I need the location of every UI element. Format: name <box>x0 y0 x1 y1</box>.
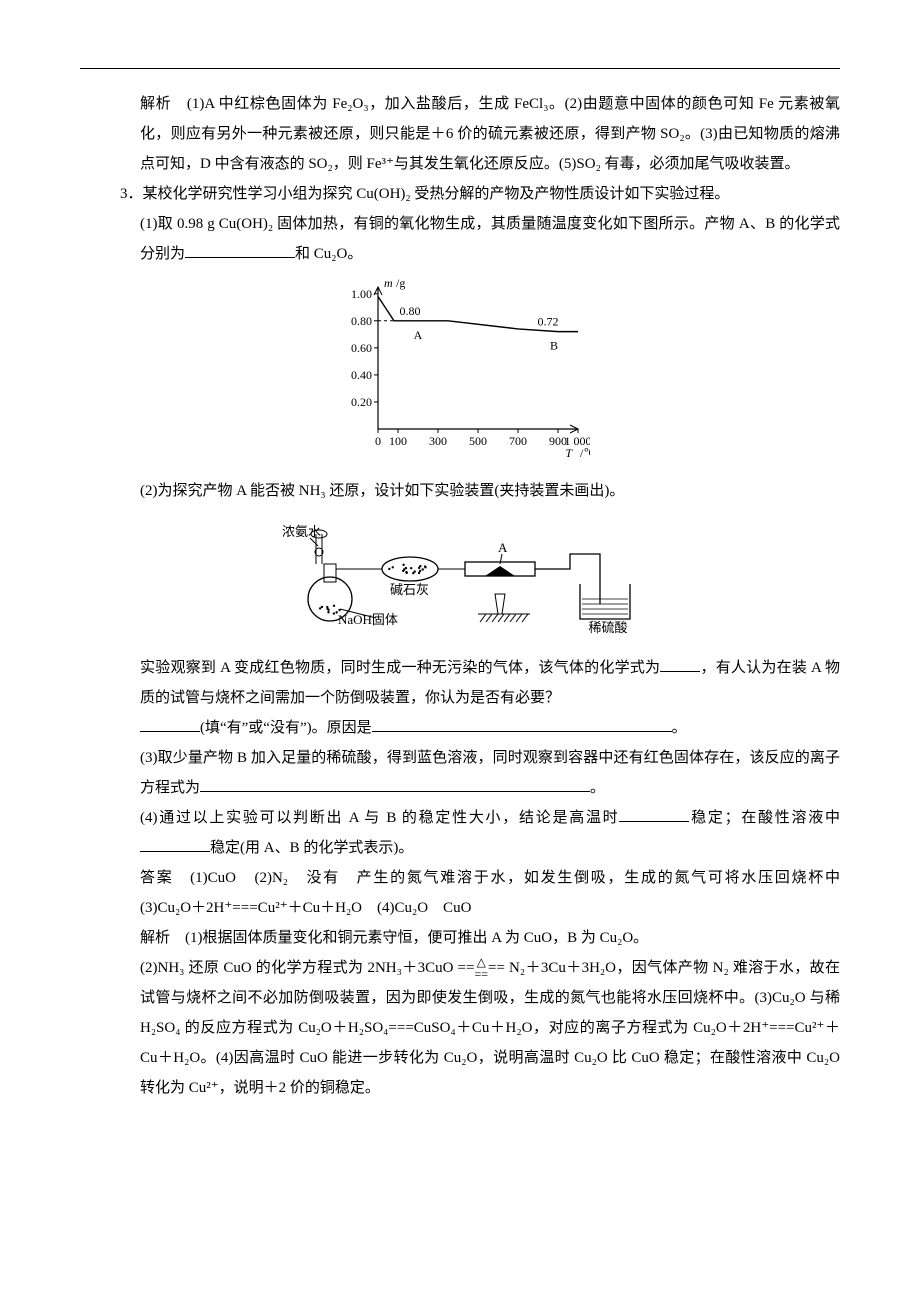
q3-p1: (1)取 0.98 g Cu(OH)₂ 固体加热，有铜的氧化物生成，其质量随温度… <box>140 209 840 269</box>
blank-7 <box>140 836 210 852</box>
reaction-condition: △== <box>474 956 488 980</box>
svg-text:A: A <box>498 540 508 555</box>
svg-text:300: 300 <box>429 434 447 448</box>
q3-p4: (4)通过以上实验可以判断出 A 与 B 的稳定性大小，结论是高温时 稳定；在酸性… <box>140 803 840 863</box>
answer3-text: (1)CuO (2)N₂ 没有 产生的氮气难溶于水，如发生倒吸，生成的氮气可将水… <box>140 870 855 916</box>
svg-text:0.80: 0.80 <box>400 303 421 317</box>
svg-text:稀硫酸: 稀硫酸 <box>588 620 627 634</box>
svg-text:B: B <box>550 338 558 352</box>
blank-6 <box>619 806 689 822</box>
svg-text:0: 0 <box>375 434 381 448</box>
q3-stem: 某校化学研究性学习小组为探究 Cu(OH)₂ 受热分解的产物及产物性质设计如下实… <box>143 186 730 202</box>
svg-text:碱石灰: 碱石灰 <box>390 582 429 597</box>
svg-text:NaOH固体: NaOH固体 <box>338 612 398 627</box>
blank-3 <box>140 716 200 732</box>
q3-p2-intro: (2)为探究产物 A 能否被 NH₃ 还原，设计如下实验装置(夹持装置未画出)。 <box>140 476 840 506</box>
explain-label: 解析 <box>140 95 171 112</box>
answer-label: 答案 <box>140 869 173 886</box>
mass-temp-chart: 0.200.400.600.801.0001003005007009001 00… <box>80 277 840 468</box>
blank-5 <box>200 776 590 792</box>
svg-text:浓氨水: 浓氨水 <box>282 524 321 539</box>
svg-text:0.60: 0.60 <box>351 340 372 354</box>
svg-text:700: 700 <box>509 434 527 448</box>
q3-p4-c: 稳定(用 A、B 的化学式表示)。 <box>210 840 413 856</box>
chart-svg: 0.200.400.600.801.0001003005007009001 00… <box>330 277 590 457</box>
svg-text:0.20: 0.20 <box>351 394 372 408</box>
svg-text:0.72: 0.72 <box>538 314 559 328</box>
explain3-p2: (2)NH₃ 还原 CuO 的化学方程式为 2NH₃＋3CuO ==△==== … <box>140 953 840 1103</box>
svg-text:/g: /g <box>396 277 405 290</box>
explain-prev: 解析 (1)A 中红棕色固体为 Fe₂O₃，加入盐酸后，生成 FeCl₃。(2)… <box>140 89 840 179</box>
eq-line: == <box>474 968 488 980</box>
q3-p2-d: 。 <box>672 720 687 736</box>
svg-text:100: 100 <box>389 434 407 448</box>
q3-p3-b: 。 <box>590 780 605 796</box>
explain3-p2-b: == N₂＋3Cu＋3H₂O，因气体产物 N₂ 难溶于水，故在试管与烧杯之间不必… <box>140 960 840 1096</box>
q3-num: 3． <box>120 186 143 202</box>
explain3-label: 解析 <box>140 929 170 946</box>
explain3-p1: (1)根据固体质量变化和铜元素守恒，便可推出 A 为 CuO，B 为 Cu₂O。 <box>170 930 648 946</box>
apparatus-svg: 浓氨水碱石灰 NaOH固体 A 稀硫酸 <box>270 514 650 634</box>
blank-4 <box>372 716 672 732</box>
svg-text:m: m <box>384 277 393 290</box>
svg-text:0.80: 0.80 <box>351 313 372 327</box>
explain3: 解析 (1)根据固体质量变化和铜元素守恒，便可推出 A 为 CuO，B 为 Cu… <box>140 923 840 953</box>
svg-text:500: 500 <box>469 434 487 448</box>
q3-p4-a: (4)通过以上实验可以判断出 A 与 B 的稳定性大小，结论是高温时 <box>140 810 619 826</box>
q3-p2-body: 实验观察到 A 变成红色物质，同时生成一种无污染的气体，该气体的化学式为，有人认… <box>140 653 840 743</box>
q3-p1-b: 和 Cu₂O。 <box>295 246 362 262</box>
top-rule <box>80 68 840 69</box>
apparatus: 浓氨水碱石灰 NaOH固体 A 稀硫酸 <box>80 514 840 645</box>
svg-text:/℃: /℃ <box>580 446 590 457</box>
svg-text:A: A <box>414 327 423 341</box>
q3-p4-b: 稳定；在酸性溶液中 <box>689 810 840 826</box>
blank-1 <box>185 242 295 258</box>
q3-p2-c: (填“有”或“没有”)。原因是 <box>200 720 372 736</box>
q3: 3．某校化学研究性学习小组为探究 Cu(OH)₂ 受热分解的产物及产物性质设计如… <box>120 179 840 209</box>
q3-p2-a: 实验观察到 A 变成红色物质，同时生成一种无污染的气体，该气体的化学式为 <box>140 660 660 676</box>
svg-text:0.40: 0.40 <box>351 367 372 381</box>
q3-p3: (3)取少量产物 B 加入足量的稀硫酸，得到蓝色溶液，同时观察到容器中还有红色固… <box>140 743 840 803</box>
answer3: 答案 (1)CuO (2)N₂ 没有 产生的氮气难溶于水，如发生倒吸，生成的氮气… <box>140 863 840 923</box>
blank-2 <box>660 656 700 672</box>
svg-text:1.00: 1.00 <box>351 286 372 300</box>
explain3-p2-a: (2)NH₃ 还原 CuO 的化学方程式为 2NH₃＋3CuO == <box>140 960 474 976</box>
explain-prev-text: (1)A 中红棕色固体为 Fe₂O₃，加入盐酸后，生成 FeCl₃。(2)由题意… <box>140 96 840 172</box>
